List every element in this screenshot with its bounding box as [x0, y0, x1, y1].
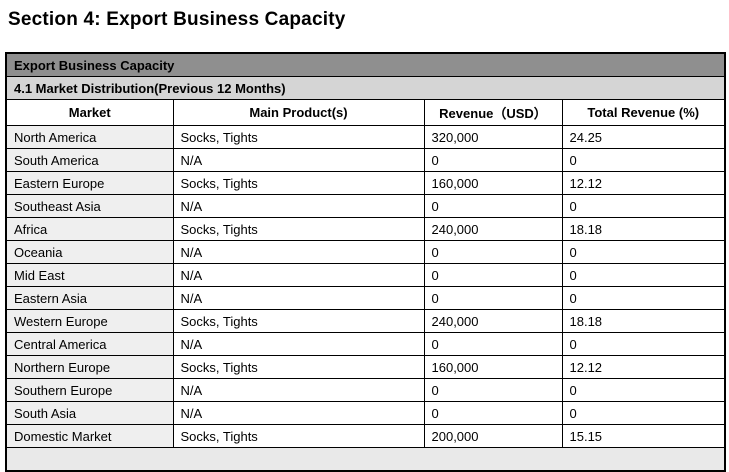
- table-row: Mid East N/A 0 0: [5, 263, 726, 287]
- revenue-cell: 160,000: [423, 355, 563, 379]
- products-cell: N/A: [172, 286, 425, 310]
- table-row: South America N/A 0 0: [5, 148, 726, 172]
- clipped-next-row-cell: [5, 447, 726, 472]
- table-row: Northern Europe Socks, Tights 160,000 12…: [5, 355, 726, 379]
- percent-cell: 0: [561, 194, 726, 218]
- market-cell: North America: [5, 125, 174, 149]
- column-header-revenue: Revenue（USD）: [423, 99, 563, 126]
- percent-cell: 0: [561, 332, 726, 356]
- column-header-row: Market Main Product(s) Revenue（USD） Tota…: [5, 99, 726, 126]
- subsection-header: 4.1 Market Distribution(Previous 12 Mont…: [5, 76, 726, 100]
- table-row: Eastern Europe Socks, Tights 160,000 12.…: [5, 171, 726, 195]
- products-cell: N/A: [172, 378, 425, 402]
- products-cell: Socks, Tights: [172, 217, 425, 241]
- revenue-cell: 0: [423, 240, 563, 264]
- table-row: Africa Socks, Tights 240,000 18.18: [5, 217, 726, 241]
- column-header-main-products: Main Product(s): [172, 99, 425, 126]
- products-cell: Socks, Tights: [172, 171, 425, 195]
- table-row: Southern Europe N/A 0 0: [5, 378, 726, 402]
- revenue-cell: 240,000: [423, 217, 563, 241]
- revenue-cell: 0: [423, 263, 563, 287]
- table-row: Domestic Market Socks, Tights 200,000 15…: [5, 424, 726, 448]
- products-cell: N/A: [172, 401, 425, 425]
- percent-cell: 18.18: [561, 309, 726, 333]
- percent-cell: 0: [561, 286, 726, 310]
- products-cell: N/A: [172, 332, 425, 356]
- table-row: South Asia N/A 0 0: [5, 401, 726, 425]
- market-cell: Eastern Asia: [5, 286, 174, 310]
- percent-cell: 0: [561, 240, 726, 264]
- market-cell: Central America: [5, 332, 174, 356]
- market-cell: Africa: [5, 217, 174, 241]
- market-cell: Northern Europe: [5, 355, 174, 379]
- market-cell: South America: [5, 148, 174, 172]
- table-row: North America Socks, Tights 320,000 24.2…: [5, 125, 726, 149]
- clipped-next-row: [5, 447, 726, 472]
- products-cell: N/A: [172, 263, 425, 287]
- section-header-row: Export Business Capacity: [5, 52, 726, 77]
- column-header-total-revenue: Total Revenue (%): [561, 99, 726, 126]
- percent-cell: 0: [561, 148, 726, 172]
- subsection-header-row: 4.1 Market Distribution(Previous 12 Mont…: [5, 76, 726, 100]
- percent-cell: 15.15: [561, 424, 726, 448]
- table-row: Oceania N/A 0 0: [5, 240, 726, 264]
- products-cell: Socks, Tights: [172, 309, 425, 333]
- products-cell: Socks, Tights: [172, 355, 425, 379]
- revenue-cell: 0: [423, 378, 563, 402]
- market-cell: Domestic Market: [5, 424, 174, 448]
- percent-cell: 0: [561, 263, 726, 287]
- table-row: Central America N/A 0 0: [5, 332, 726, 356]
- percent-cell: 0: [561, 378, 726, 402]
- revenue-cell: 160,000: [423, 171, 563, 195]
- market-cell: Western Europe: [5, 309, 174, 333]
- market-cell: Southeast Asia: [5, 194, 174, 218]
- revenue-cell: 240,000: [423, 309, 563, 333]
- revenue-cell: 0: [423, 332, 563, 356]
- market-cell: Oceania: [5, 240, 174, 264]
- products-cell: N/A: [172, 194, 425, 218]
- table-row: Eastern Asia N/A 0 0: [5, 286, 726, 310]
- table-row: Western Europe Socks, Tights 240,000 18.…: [5, 309, 726, 333]
- products-cell: N/A: [172, 240, 425, 264]
- percent-cell: 24.25: [561, 125, 726, 149]
- revenue-cell: 0: [423, 148, 563, 172]
- products-cell: Socks, Tights: [172, 424, 425, 448]
- percent-cell: 18.18: [561, 217, 726, 241]
- percent-cell: 0: [561, 401, 726, 425]
- products-cell: Socks, Tights: [172, 125, 425, 149]
- revenue-cell: 200,000: [423, 424, 563, 448]
- revenue-cell: 0: [423, 286, 563, 310]
- percent-cell: 12.12: [561, 171, 726, 195]
- section-header: Export Business Capacity: [5, 52, 726, 77]
- table-row: Southeast Asia N/A 0 0: [5, 194, 726, 218]
- market-distribution-table: Export Business Capacity 4.1 Market Dist…: [5, 52, 727, 472]
- market-cell: Mid East: [5, 263, 174, 287]
- products-cell: N/A: [172, 148, 425, 172]
- revenue-cell: 0: [423, 401, 563, 425]
- market-cell: South Asia: [5, 401, 174, 425]
- column-header-market: Market: [5, 99, 174, 126]
- market-cell: Eastern Europe: [5, 171, 174, 195]
- percent-cell: 12.12: [561, 355, 726, 379]
- page-title: Section 4: Export Business Capacity: [8, 9, 346, 30]
- revenue-cell: 320,000: [423, 125, 563, 149]
- revenue-cell: 0: [423, 194, 563, 218]
- market-cell: Southern Europe: [5, 378, 174, 402]
